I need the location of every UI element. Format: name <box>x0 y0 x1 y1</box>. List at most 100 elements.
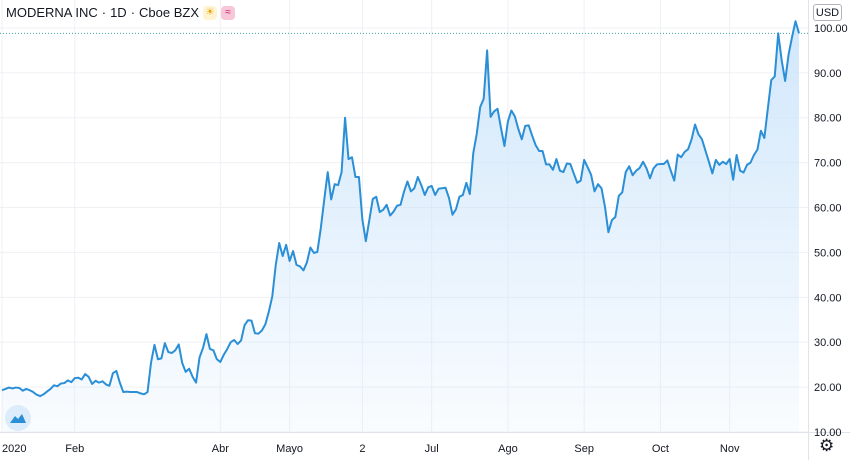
data-point <box>403 191 405 193</box>
data-point <box>101 380 103 382</box>
data-point <box>687 148 689 150</box>
data-point <box>725 163 727 165</box>
data-point <box>472 152 474 154</box>
x-tick-label: Ago <box>498 443 518 455</box>
data-point <box>39 395 41 397</box>
data-point <box>115 370 117 372</box>
data-point <box>132 391 134 393</box>
data-point <box>32 391 34 393</box>
data-point <box>195 381 197 383</box>
data-point <box>209 348 211 350</box>
y-tick-label: 10.00 <box>814 427 842 439</box>
data-point <box>160 357 162 359</box>
data-point <box>746 164 748 166</box>
data-point <box>469 193 471 195</box>
data-point <box>126 390 128 392</box>
data-point <box>507 120 509 122</box>
data-point <box>514 115 516 117</box>
data-point <box>337 184 339 186</box>
data-point <box>330 198 332 200</box>
data-point <box>656 163 658 165</box>
data-point <box>562 171 564 173</box>
data-point <box>749 161 751 163</box>
data-point <box>441 187 443 189</box>
data-point <box>618 195 620 197</box>
data-point <box>275 264 277 266</box>
data-point <box>597 183 599 185</box>
data-point <box>451 214 453 216</box>
data-point <box>171 352 173 354</box>
data-point <box>184 371 186 373</box>
currency-button[interactable]: USD <box>813 4 842 21</box>
data-point <box>112 372 114 374</box>
data-point <box>628 165 630 167</box>
data-point <box>538 150 540 152</box>
data-point <box>434 194 436 196</box>
data-point <box>81 378 83 380</box>
data-point <box>479 106 481 108</box>
data-point <box>25 388 27 390</box>
data-point <box>60 382 62 384</box>
data-point <box>666 159 668 161</box>
data-point <box>424 194 426 196</box>
data-point <box>396 205 398 207</box>
data-point <box>29 389 31 391</box>
sun-icon[interactable]: ☀ <box>203 5 218 20</box>
data-point <box>143 393 145 395</box>
data-point <box>236 343 238 345</box>
data-point <box>157 358 159 360</box>
data-point <box>625 171 627 173</box>
y-tick-label: 100.00 <box>814 23 848 35</box>
y-tick-label: 40.00 <box>814 292 842 304</box>
data-point <box>247 319 249 321</box>
wave-icon[interactable]: ≈ <box>221 5 236 20</box>
symbol-name[interactable]: MODERNA INC <box>6 5 98 20</box>
price-series-line <box>1 20 800 398</box>
data-point <box>340 171 342 173</box>
data-point <box>368 219 370 221</box>
data-point <box>524 125 526 127</box>
data-point <box>607 231 609 233</box>
data-point <box>188 368 190 370</box>
data-point <box>697 133 699 135</box>
data-point <box>11 387 13 389</box>
data-point <box>680 156 682 158</box>
data-point <box>35 394 37 396</box>
y-tick-label: 20.00 <box>814 382 842 394</box>
data-point <box>784 80 786 82</box>
data-point <box>642 161 644 163</box>
data-point <box>250 319 252 321</box>
data-point <box>354 176 356 178</box>
header-separator: · <box>101 5 107 20</box>
y-tick-label: 80.00 <box>814 113 842 125</box>
data-point <box>323 198 325 200</box>
data-point <box>677 153 679 155</box>
data-point <box>701 138 703 140</box>
data-point <box>53 384 55 386</box>
data-point <box>153 344 155 346</box>
data-point <box>798 32 800 34</box>
data-point <box>770 79 772 81</box>
data-point <box>659 163 661 165</box>
data-point <box>18 387 20 389</box>
data-point <box>482 98 484 100</box>
tradingview-logo-icon[interactable] <box>5 405 31 431</box>
data-point <box>534 144 536 146</box>
data-point <box>320 227 322 229</box>
data-point <box>663 163 665 165</box>
interval-label[interactable]: 1D <box>110 5 127 20</box>
data-point <box>136 391 138 393</box>
data-point <box>794 20 796 22</box>
data-point <box>8 386 10 388</box>
gear-icon[interactable]: ⚙ <box>819 436 835 455</box>
data-point <box>202 347 204 349</box>
data-point <box>437 187 439 189</box>
data-point <box>146 391 148 393</box>
data-point <box>105 383 107 385</box>
data-point <box>392 210 394 212</box>
data-point <box>77 376 79 378</box>
data-point <box>257 332 259 334</box>
data-point <box>763 137 765 139</box>
data-point <box>541 150 543 152</box>
